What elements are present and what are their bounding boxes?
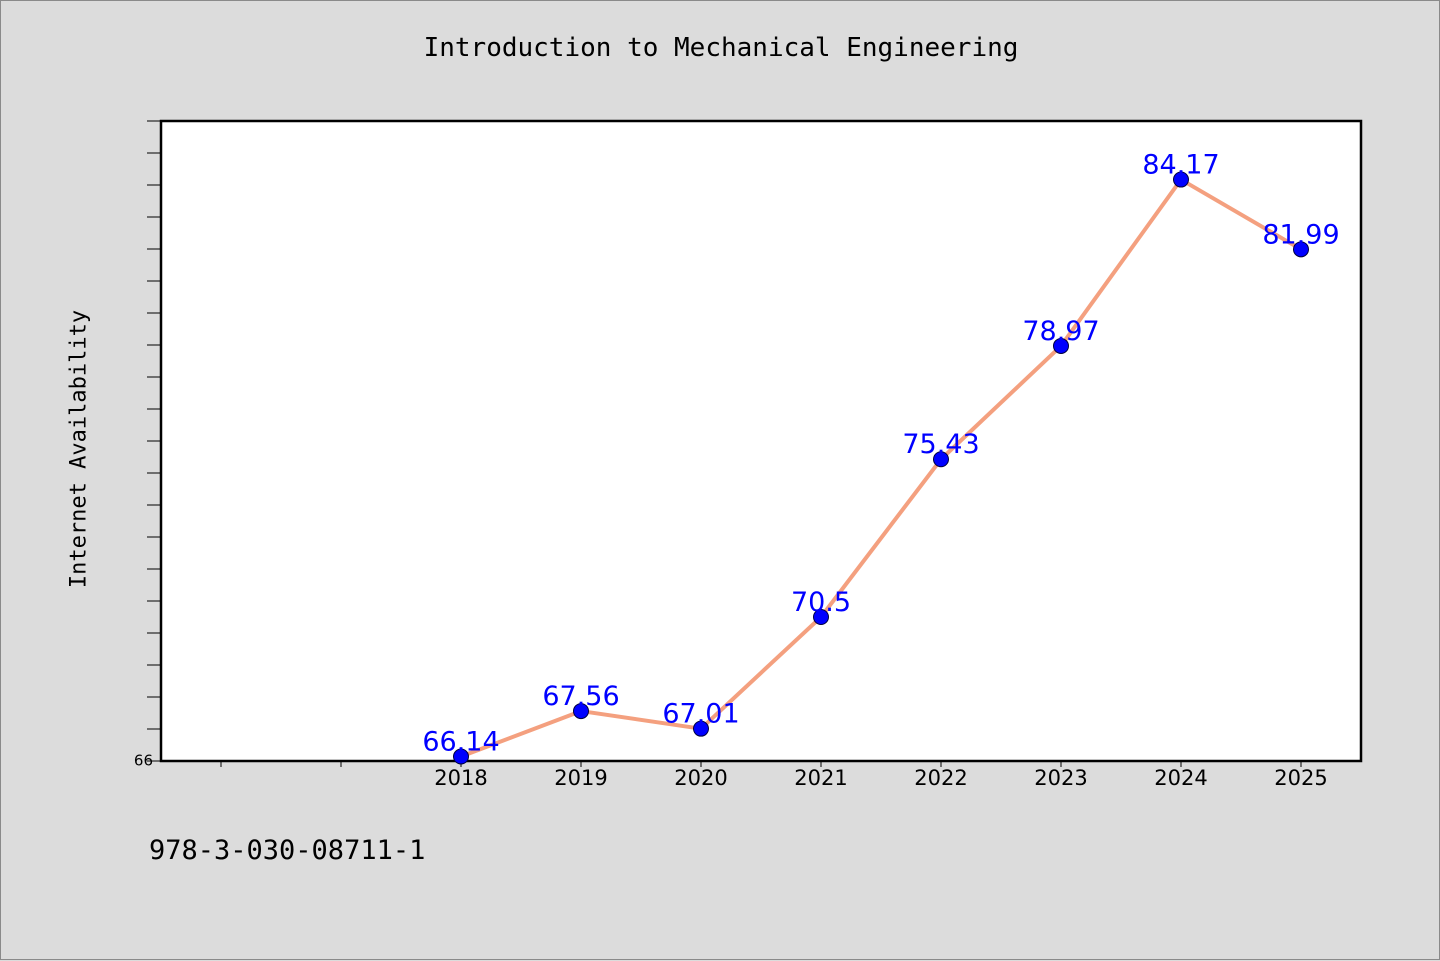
data-label: 75.43 (902, 429, 979, 460)
x-tick-label: 2023 (1034, 766, 1087, 790)
data-point (1053, 337, 1069, 354)
x-tick-label: 2025 (1274, 766, 1327, 790)
x-tick-label: 2020 (674, 766, 727, 790)
data-point (693, 720, 709, 737)
x-tick-label: 2019 (554, 766, 607, 790)
chart-title: Introduction to Mechanical Engineering (423, 33, 1019, 63)
data-label: 84.17 (1142, 150, 1219, 181)
data-label: 67.56 (542, 681, 619, 712)
data-point (1173, 171, 1189, 188)
data-label: 78.97 (1022, 316, 1099, 347)
data-point (813, 609, 829, 625)
data-label: 67.01 (662, 699, 739, 730)
data-label: 70.5 (791, 587, 851, 618)
data-point (933, 451, 949, 468)
footer-code: 978-3-030-08711-1 (149, 835, 426, 866)
data-point (573, 703, 589, 720)
x-tick-label: 2022 (914, 766, 967, 790)
x-tick-label: 2024 (1154, 766, 1207, 790)
series-line (460, 177, 1303, 759)
data-label: 81.99 (1262, 219, 1339, 250)
data-label: 66.14 (422, 727, 499, 758)
plot-area (159, 119, 1363, 763)
data-point (1293, 241, 1309, 258)
data-point (453, 748, 469, 765)
x-tick-label: 2021 (794, 766, 847, 790)
y-axis-label: Internet Availability (66, 309, 92, 589)
x-tick-label: 2018 (434, 766, 487, 790)
y-tick-label: 66 (134, 752, 153, 770)
